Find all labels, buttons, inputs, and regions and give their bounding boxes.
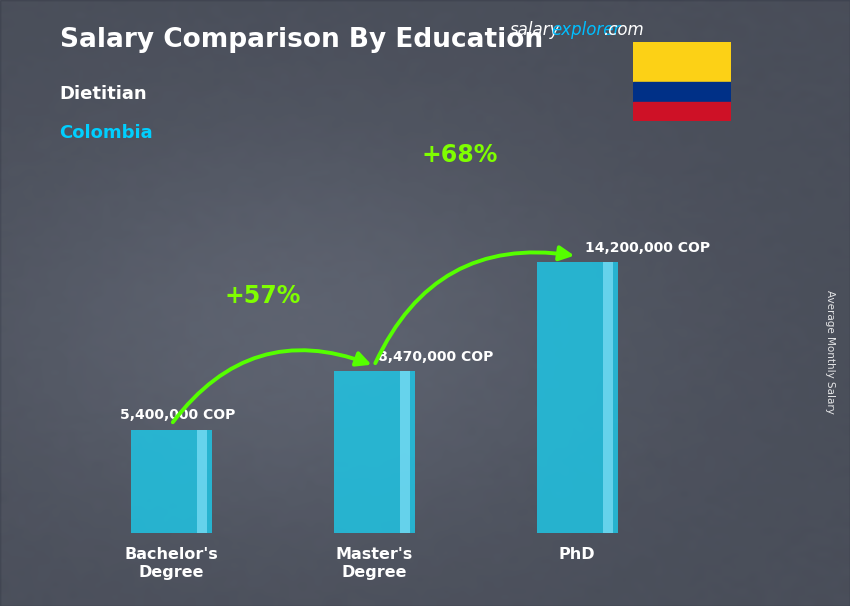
Bar	[197, 430, 207, 533]
Text: Average Monthly Salary: Average Monthly Salary	[824, 290, 835, 413]
Text: Salary Comparison By Education: Salary Comparison By Education	[60, 27, 542, 53]
Bar	[400, 371, 410, 533]
Text: 8,470,000 COP: 8,470,000 COP	[378, 350, 494, 364]
Text: explorer: explorer	[551, 21, 620, 39]
Text: 5,400,000 COP: 5,400,000 COP	[121, 408, 235, 422]
Text: Dietitian: Dietitian	[60, 85, 147, 103]
Bar	[131, 430, 212, 533]
Text: 14,200,000 COP: 14,200,000 COP	[586, 241, 711, 255]
Text: +68%: +68%	[422, 143, 497, 167]
Text: +57%: +57%	[224, 284, 301, 308]
Bar	[633, 101, 731, 121]
Bar	[604, 262, 613, 533]
Bar	[333, 371, 415, 533]
Bar	[536, 262, 618, 533]
Bar	[633, 42, 731, 82]
Bar	[633, 82, 731, 101]
Text: Colombia: Colombia	[60, 124, 153, 142]
Text: .com: .com	[604, 21, 644, 39]
Text: salary: salary	[510, 21, 560, 39]
